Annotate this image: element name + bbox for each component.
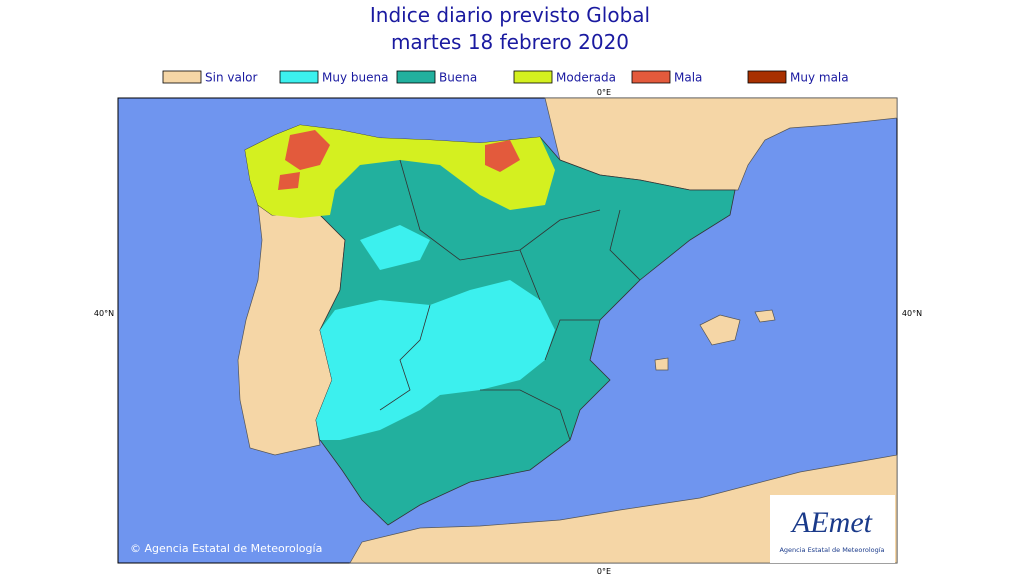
legend: Sin valor Muy buena Buena Moderada Mala Muy m… [162,70,849,85]
zone-mala [485,140,520,172]
logo: AEmet Agencia Estatal de Meteorología [770,495,895,563]
legend-label: Muy mala [790,71,849,85]
legend-label: Sin valor [205,71,258,85]
africa [349,454,898,564]
zone-mala [278,172,300,190]
mallorca [699,314,741,346]
copyright: © Agencia Estatal de Meteorología [130,542,322,555]
legend-label: Moderada [556,71,616,85]
subtitle: martes 18 febrero 2020 [391,30,629,54]
legend-swatch [631,70,671,84]
zone-muy-buena [360,225,430,270]
legend-swatch [396,70,436,84]
legend-swatch [513,70,553,84]
menorca [754,309,776,323]
region-borders [379,159,641,441]
legend-swatch [279,70,319,84]
logo-caption: Agencia Estatal de Meteorología [779,546,884,554]
logo-name: AEmet [790,506,873,539]
zone-mala [285,130,330,170]
legend-label: Muy buena [322,71,388,85]
title: Indice diario previsto Global [370,3,650,27]
axis-label: 0°E [597,567,611,576]
legend-label: Mala [674,71,702,85]
logo-box [770,495,895,563]
map [117,97,898,564]
legend-swatch [747,70,787,84]
axis-label: 0°E [597,88,611,97]
axis-label: 40°N [902,309,922,318]
legend-label: Buena [439,71,477,85]
zone-muy-buena [316,280,555,440]
ibiza [654,357,669,371]
axis-label: 40°N [94,309,114,318]
legend-swatch [162,70,202,84]
